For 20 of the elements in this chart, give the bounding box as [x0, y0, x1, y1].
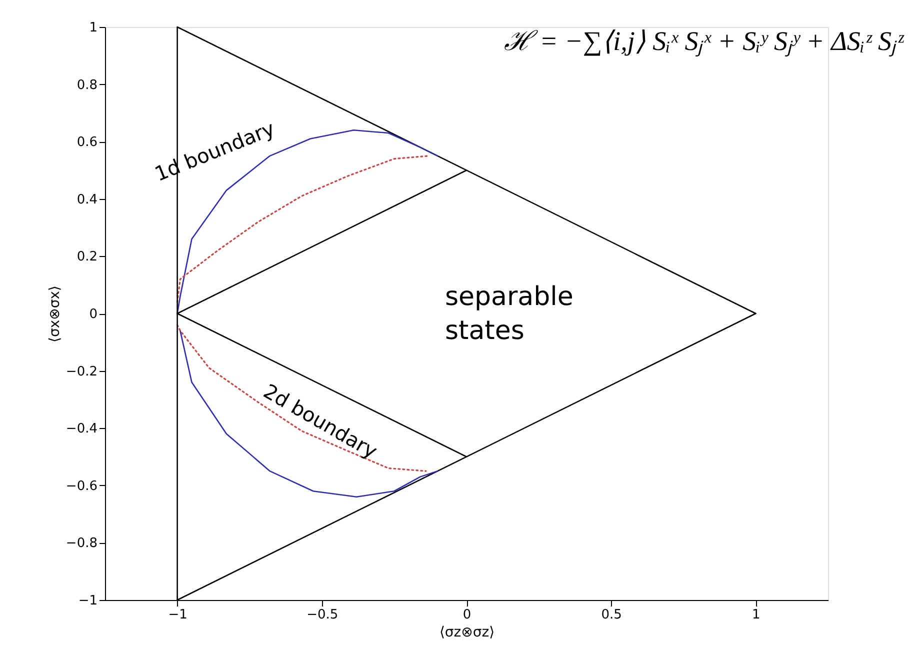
x-tick-label: 0 [462, 608, 472, 622]
y-tick-label: 0.4 [76, 192, 98, 208]
y-axis-title: ⟨σx⊗σx⟩ [46, 286, 63, 342]
x-tick-label: 1 [752, 608, 760, 622]
x-tick-label: 0.5 [601, 608, 622, 622]
y-tick-label: 0.8 [76, 78, 98, 93]
y-tick-label: 0.6 [76, 135, 98, 150]
y-tick-label: −0.8 [66, 536, 98, 552]
y-tick-label: −1 [78, 594, 98, 608]
x-axis-title: ⟨σz⊗σz⟩ [439, 624, 495, 640]
x-tick-label: −1 [168, 608, 188, 622]
y-tick-label: 0 [89, 307, 98, 322]
annotation: separable states [445, 282, 574, 346]
y-tick-label: −0.6 [66, 478, 98, 494]
y-tick-label: −0.2 [66, 364, 98, 380]
y-tick-label: −0.4 [66, 422, 98, 437]
y-tick-label: 0.2 [76, 250, 98, 265]
y-tick-label: 1 [89, 20, 98, 36]
annotation: ℋ = −∑⟨i,j⟩ Sᵢˣ Sⱼˣ + Sᵢʸ Sⱼʸ + ΔSᵢᶻ Sⱼᶻ [504, 26, 904, 57]
x-tick-label: −0.5 [306, 608, 338, 622]
